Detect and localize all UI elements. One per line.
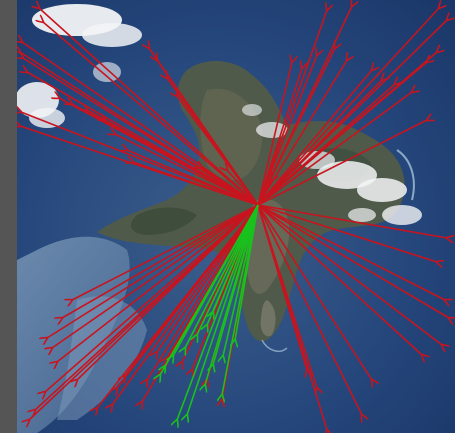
satellite-photo <box>17 0 455 433</box>
satellite-image-canvas <box>17 0 455 433</box>
